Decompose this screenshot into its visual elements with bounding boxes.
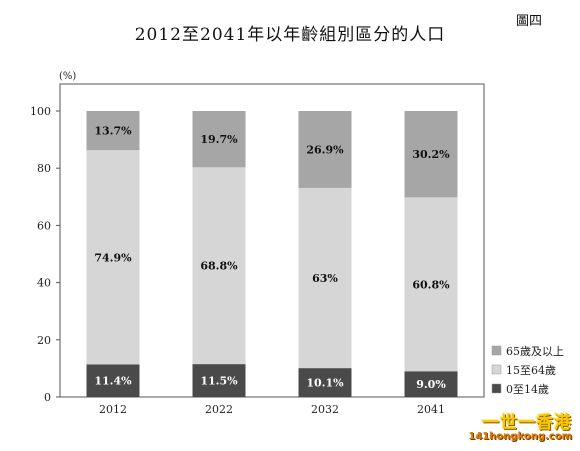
x-axis: 2012 2022 2032 2041 xyxy=(99,403,445,416)
legend: 65歲及以上 15至64歲 0至14歲 xyxy=(491,344,564,396)
bar-segment xyxy=(298,187,352,369)
bar-segment xyxy=(298,111,352,188)
x-tick-label: 2041 xyxy=(417,403,445,416)
data-label: 11.5% xyxy=(200,375,238,388)
figure-label: 圖四 xyxy=(515,14,542,29)
y-tick-label: 20 xyxy=(37,334,51,347)
plot-frame xyxy=(59,83,485,398)
data-label: 19.7% xyxy=(200,133,238,146)
y-tick-label: 40 xyxy=(37,277,51,290)
y-tick-label: 60 xyxy=(37,219,51,232)
data-label: 68.8% xyxy=(200,260,238,273)
bar-segment xyxy=(404,197,458,372)
y-axis-unit-label: (%) xyxy=(59,71,76,82)
bars: 11.4% 74.9% 13.7% 11.5% 68.8% 19.7% 10.1% 63% 26… xyxy=(86,111,458,397)
y-axis: 0 20 40 60 80 100 xyxy=(30,105,60,404)
y-tick-label: 100 xyxy=(30,105,51,118)
bar-segment xyxy=(298,368,352,397)
bar-segment xyxy=(86,111,140,151)
bar-segment xyxy=(404,111,458,198)
data-label: 74.9% xyxy=(94,251,132,264)
data-label: 13.7% xyxy=(94,125,132,138)
data-label: 63% xyxy=(312,272,338,285)
data-label: 60.8% xyxy=(412,278,450,291)
data-label: 9.0% xyxy=(416,378,446,391)
data-label: 30.2% xyxy=(412,148,450,161)
bar-segment xyxy=(192,111,246,168)
legend-swatch xyxy=(491,383,502,394)
data-label: 26.9% xyxy=(306,143,344,156)
legend-swatch xyxy=(491,364,502,375)
bar-segment xyxy=(404,371,458,397)
legend-label: 0至14歲 xyxy=(506,382,549,396)
y-tick-label: 80 xyxy=(37,162,51,175)
legend-label: 65歲及以上 xyxy=(506,344,564,358)
x-tick-label: 2032 xyxy=(311,403,339,416)
watermark-url: 141hongkong.com xyxy=(468,431,572,442)
bar-segment xyxy=(192,364,246,397)
legend-swatch xyxy=(491,345,502,356)
chart-title: 2012至2041年以年齡組別區分的人口 xyxy=(134,25,446,45)
bar-segment xyxy=(192,167,246,365)
legend-label: 15至64歲 xyxy=(506,363,556,377)
y-tick-label: 0 xyxy=(44,391,51,404)
data-label: 11.4% xyxy=(94,375,132,388)
watermark-title: 一世一香港 xyxy=(482,413,572,433)
x-tick-label: 2022 xyxy=(205,403,233,416)
bar-segment xyxy=(86,150,140,365)
x-tick-label: 2012 xyxy=(99,403,127,416)
bar-segment xyxy=(86,364,140,397)
data-label: 10.1% xyxy=(306,377,344,390)
watermark-logo: 一世一香港 141hongkong.com xyxy=(455,408,580,451)
